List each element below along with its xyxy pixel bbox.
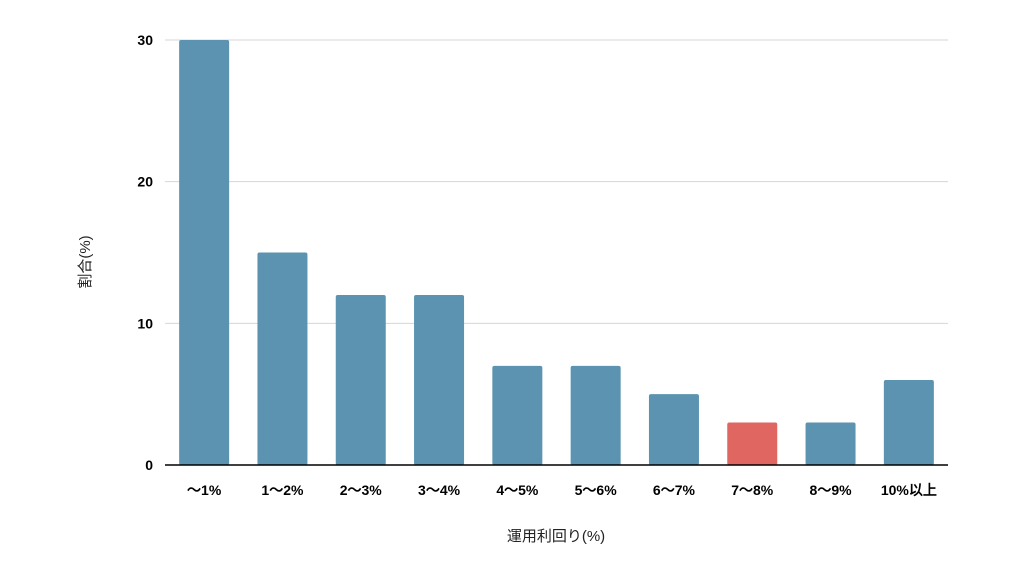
y-tick-label: 10 (137, 315, 153, 331)
bar (414, 295, 465, 465)
x-tick-label: 8〜9% (810, 482, 853, 498)
x-tick-label: 〜1% (187, 482, 222, 498)
bar (179, 40, 230, 465)
x-tick-label: 6〜7% (653, 482, 696, 498)
x-tick-label: 2〜3% (340, 482, 383, 498)
y-axis-title: 割合(%) (77, 235, 94, 288)
x-tick-label: 10%以上 (881, 482, 937, 498)
x-tick-labels: 〜1% 1〜2% 2〜3% 3〜4% 4〜5% 5〜6% 6〜7% 7〜8% 8〜9% 10%以上 (187, 482, 937, 498)
bar (570, 365, 621, 465)
bar (883, 380, 934, 465)
y-tick-labels: 0 10 20 30 (137, 32, 153, 473)
bar (335, 295, 386, 465)
bar (727, 422, 778, 465)
x-tick-label: 7〜8% (731, 482, 774, 498)
x-tick-label: 5〜6% (575, 482, 618, 498)
bar (648, 394, 699, 465)
x-tick-label: 3〜4% (418, 482, 461, 498)
bar (492, 365, 543, 465)
x-tick-label: 1〜2% (261, 482, 304, 498)
y-tick-label: 20 (137, 174, 153, 190)
x-tick-label: 4〜5% (496, 482, 539, 498)
y-tick-label: 30 (137, 32, 153, 48)
bars (179, 40, 934, 465)
x-axis-title: 運用利回り(%) (507, 528, 605, 545)
bar (257, 252, 308, 465)
bar (805, 422, 856, 465)
y-tick-label: 0 (145, 457, 153, 473)
